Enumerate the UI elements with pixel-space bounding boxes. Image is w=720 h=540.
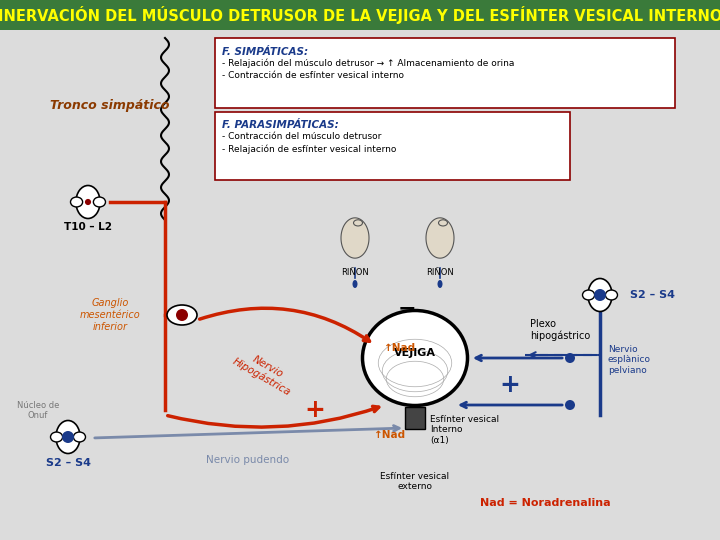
Text: Plexo
hipogástrico: Plexo hipogástrico xyxy=(530,319,590,341)
FancyBboxPatch shape xyxy=(215,38,675,108)
FancyBboxPatch shape xyxy=(215,112,570,180)
Text: - Contracción de esfínter vesical interno: - Contracción de esfínter vesical intern… xyxy=(222,71,404,80)
Polygon shape xyxy=(341,218,369,258)
Bar xyxy=(0,0,720,30)
Text: RIÑON: RIÑON xyxy=(426,268,454,277)
Ellipse shape xyxy=(438,280,443,288)
Text: F. SIMPÁTICAS:: F. SIMPÁTICAS: xyxy=(222,47,308,57)
Ellipse shape xyxy=(588,279,612,312)
Circle shape xyxy=(62,431,74,443)
Text: S2 – S4: S2 – S4 xyxy=(630,290,675,300)
Text: Nervio pudendo: Nervio pudendo xyxy=(207,455,289,465)
Text: - Relajación del músculo detrusor → ↑ Almacenamiento de orina: - Relajación del músculo detrusor → ↑ Al… xyxy=(222,59,514,69)
Text: VEJIGA: VEJIGA xyxy=(394,348,436,358)
Text: Nervio
esplànico
pelviano: Nervio esplànico pelviano xyxy=(608,345,651,375)
Text: INERVACIÓN DEL MÚSCULO DETRUSOR DE LA VEJIGA Y DEL ESFÍNTER VESICAL INTERNO: INERVACIÓN DEL MÚSCULO DETRUSOR DE LA VE… xyxy=(0,6,720,24)
Text: F. PARASIMPÁTICAS:: F. PARASIMPÁTICAS: xyxy=(222,120,338,130)
Text: S2 – S4: S2 – S4 xyxy=(45,458,91,468)
Ellipse shape xyxy=(167,305,197,325)
Text: Tronco simpático: Tronco simpático xyxy=(50,98,170,111)
Text: - Relajación de esfínter vesical interno: - Relajación de esfínter vesical interno xyxy=(222,144,397,153)
Ellipse shape xyxy=(56,421,80,454)
Circle shape xyxy=(565,400,575,410)
Polygon shape xyxy=(426,218,454,258)
Ellipse shape xyxy=(71,197,83,207)
Ellipse shape xyxy=(606,290,618,300)
Circle shape xyxy=(176,309,188,321)
Text: T10 – L2: T10 – L2 xyxy=(64,222,112,232)
Text: ↑Nad: ↑Nad xyxy=(374,430,406,440)
Text: +: + xyxy=(500,373,521,397)
Text: Núcleo de
Onuf: Núcleo de Onuf xyxy=(17,401,59,420)
Bar xyxy=(405,407,425,429)
Text: RIÑON: RIÑON xyxy=(341,268,369,277)
Circle shape xyxy=(594,289,606,301)
Ellipse shape xyxy=(582,290,595,300)
Circle shape xyxy=(565,353,575,363)
Ellipse shape xyxy=(438,220,448,226)
Ellipse shape xyxy=(50,432,63,442)
Ellipse shape xyxy=(354,220,362,226)
Text: Nad = Noradrenalina: Nad = Noradrenalina xyxy=(480,498,611,508)
Text: Esfínter vesical
externo: Esfínter vesical externo xyxy=(380,472,449,491)
Text: - Contracción del músculo detrusor: - Contracción del músculo detrusor xyxy=(222,132,382,141)
Ellipse shape xyxy=(94,197,106,207)
Text: Esfínter vesical
Interno
(α1): Esfínter vesical Interno (α1) xyxy=(430,415,499,445)
Text: −: − xyxy=(397,298,416,318)
Text: Nervio
Hipogástrica: Nervio Hipogástrica xyxy=(231,346,299,398)
Text: +: + xyxy=(305,398,325,422)
Ellipse shape xyxy=(362,310,467,406)
Text: Ganglio
mesentérico
inferior: Ganglio mesentérico inferior xyxy=(80,299,140,332)
Text: ↑Nad: ↑Nad xyxy=(384,343,416,353)
Circle shape xyxy=(85,199,91,205)
Ellipse shape xyxy=(76,186,100,219)
Ellipse shape xyxy=(353,280,358,288)
Ellipse shape xyxy=(73,432,86,442)
